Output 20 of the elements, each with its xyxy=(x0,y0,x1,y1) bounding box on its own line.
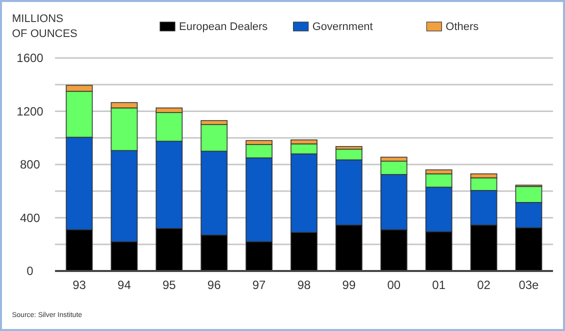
x-tick-label: 03e xyxy=(518,278,540,292)
y-tick-label: 800 xyxy=(20,158,40,172)
x-tick-label: 01 xyxy=(432,278,446,292)
legend-label: Others xyxy=(446,21,480,33)
x-tick-label: 94 xyxy=(118,278,132,292)
y-tick-label: 0 xyxy=(26,264,34,278)
x-tick-label: 97 xyxy=(252,278,266,292)
x-tick-label: 96 xyxy=(207,278,222,292)
y-axis-title: MILLIONS OF OUNCES xyxy=(12,13,78,40)
legend-label: European Dealers xyxy=(179,21,268,33)
x-tick-label: 99 xyxy=(342,278,356,292)
y-tick-label: 1600 xyxy=(16,51,44,66)
x-tick-label: 02 xyxy=(477,278,491,292)
x-tick-label: 93 xyxy=(72,278,86,292)
x-tick-label: 00 xyxy=(387,278,401,292)
x-tick-label: 95 xyxy=(162,278,176,292)
legend-label: Government xyxy=(312,21,373,33)
x-tick-label: 98 xyxy=(297,278,311,292)
y-tick-label: 400 xyxy=(20,210,40,225)
y-tick-label: 1200 xyxy=(16,104,44,118)
